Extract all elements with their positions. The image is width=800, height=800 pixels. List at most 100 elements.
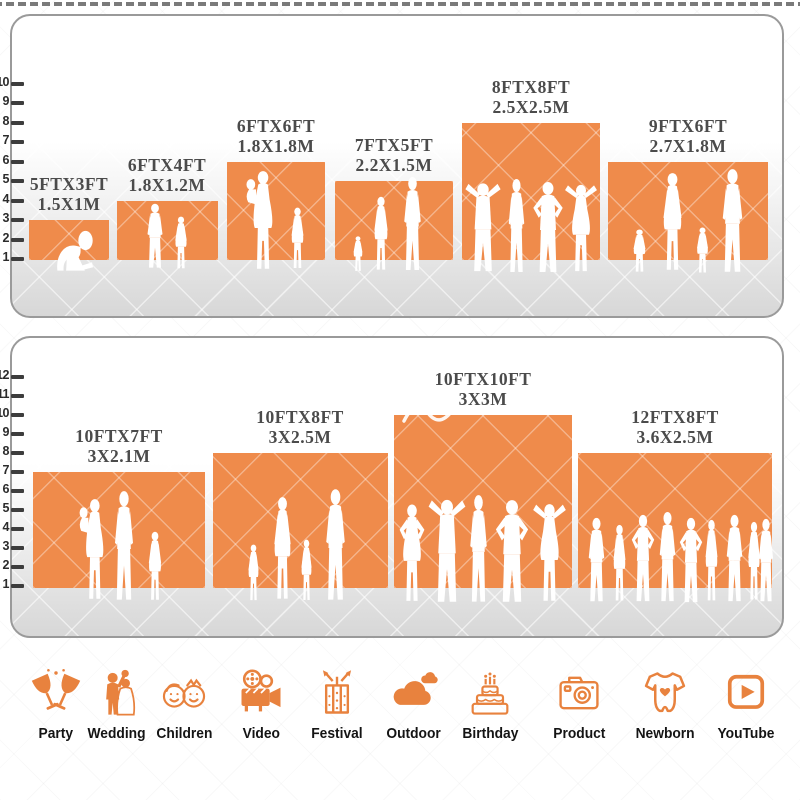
person-silhouette-man-posing xyxy=(461,181,505,273)
size-label-10x8: 10FTX8FT 3X2.5M xyxy=(256,407,344,447)
ruler-tick xyxy=(11,218,24,222)
ruler-tick xyxy=(11,140,24,144)
person-silhouette-toddler xyxy=(348,236,368,272)
backdrop-box-6x6 xyxy=(227,162,325,260)
ruler-tick xyxy=(11,257,24,261)
person-silhouette-girl xyxy=(242,544,265,602)
category-children: Children xyxy=(136,666,232,742)
ruler-number: 6 xyxy=(2,153,10,167)
ruler-tick xyxy=(11,101,24,105)
person-silhouette-woman xyxy=(366,196,396,272)
category-birthday: Birthday xyxy=(442,666,538,742)
person-silhouette-man xyxy=(713,168,752,274)
youtube-play-icon xyxy=(727,674,765,709)
ruler-number: 4 xyxy=(2,520,10,534)
ruler-tick xyxy=(11,432,24,436)
ruler-number: 12 xyxy=(0,368,9,382)
ruler-number: 5 xyxy=(2,172,10,186)
category-newborn: Newborn xyxy=(617,666,713,742)
category-label: Birthday xyxy=(462,725,518,742)
size-label-10x7: 10FTX7FT 3X2.1M xyxy=(75,426,163,466)
category-label: Video xyxy=(242,725,280,742)
ruler-tick xyxy=(11,82,24,86)
person-silhouette-girl xyxy=(141,531,169,602)
ruler-number: 2 xyxy=(2,558,10,572)
category-outdoor: Outdoor xyxy=(366,666,462,742)
birthday-cake-icon xyxy=(471,672,509,715)
ruler-number: 9 xyxy=(2,94,10,108)
ruler-tick xyxy=(11,508,24,512)
gift-box-icon xyxy=(322,670,352,714)
size-label-12x8: 12FTX8FT 3.6X2.5M xyxy=(631,407,719,447)
ruler-number: 1 xyxy=(2,250,10,264)
ruler-number: 10 xyxy=(0,75,9,89)
person-silhouette-girl xyxy=(690,227,715,274)
category-label: Party xyxy=(38,725,74,742)
ruler-tick xyxy=(11,121,24,125)
ruler-number: 3 xyxy=(2,539,10,553)
person-silhouette-girl xyxy=(168,216,194,270)
ruler-number: 3 xyxy=(2,211,10,225)
person-silhouette-man xyxy=(396,176,429,272)
party-glasses-icon xyxy=(31,668,81,710)
person-silhouette-woman-posing xyxy=(528,502,571,604)
ruler-tick xyxy=(11,238,24,242)
ruler-number: 8 xyxy=(2,114,10,128)
ruler-number: 10 xyxy=(0,406,9,420)
ruler-tick xyxy=(11,179,24,183)
top-dashed-border xyxy=(0,2,800,6)
category-label: Children xyxy=(156,725,212,742)
size-label-7x5: 7FTX5FT 2.2X1.5M xyxy=(354,135,434,175)
photo-camera-icon xyxy=(559,676,599,710)
person-silhouette-man xyxy=(317,488,354,602)
ruler-number: 1 xyxy=(2,577,10,591)
category-party: Party xyxy=(8,666,104,742)
ruler-tick xyxy=(11,489,24,493)
category-label: Newborn xyxy=(635,725,695,742)
category-label: Wedding xyxy=(87,725,146,742)
ruler-number: 5 xyxy=(2,501,10,515)
size-label-6x6: 6FTX6FT 1.8X1.8M xyxy=(236,116,316,156)
wedding-couple-icon xyxy=(106,669,136,716)
category-youtube: YouTube xyxy=(698,666,794,742)
size-label-10x10: 10FTX10FT 3X3M xyxy=(434,369,532,409)
ruler-tick xyxy=(11,546,24,550)
category-wedding: Wedding xyxy=(69,666,165,742)
video-camera-icon xyxy=(241,669,281,712)
baby-onesie-icon xyxy=(644,672,686,713)
person-silhouette-woman xyxy=(652,172,693,273)
ruler-number: 2 xyxy=(2,231,10,245)
ruler-number: 4 xyxy=(2,192,10,206)
person-silhouette-boy xyxy=(140,203,170,269)
ruler-tick xyxy=(11,470,24,474)
category-product: Product xyxy=(531,666,627,742)
category-video: Video xyxy=(213,666,309,742)
ruler-tick xyxy=(11,375,24,379)
ruler-tick xyxy=(11,394,24,398)
backdrop-box-10x8 xyxy=(213,453,388,588)
person-silhouette-baby xyxy=(48,228,98,274)
ruler-number: 9 xyxy=(2,425,10,439)
person-silhouette-man xyxy=(752,518,780,603)
ruler-number: 11 xyxy=(0,387,10,401)
children-faces-icon xyxy=(162,678,206,708)
category-label: Festival xyxy=(311,725,363,742)
category-festival: Festival xyxy=(289,666,385,742)
ruler-number: 8 xyxy=(2,444,10,458)
ruler-tick xyxy=(11,565,24,569)
ruler-number: 6 xyxy=(2,482,10,496)
category-label: YouTube xyxy=(717,725,775,742)
size-label-6x4: 6FTX4FT 1.8X1.2M xyxy=(127,155,207,195)
person-silhouette-man xyxy=(106,490,142,602)
category-label: Outdoor xyxy=(386,725,442,742)
backdrop-box-6x4 xyxy=(117,201,218,260)
person-silhouette-mother-child xyxy=(236,170,284,272)
person-silhouette-girl xyxy=(284,207,311,270)
size-label-5x3: 5FTX3FT 1.5X1M xyxy=(29,174,109,214)
ruler-tick xyxy=(11,413,24,417)
ruler-tick xyxy=(11,527,24,531)
cloud-icon xyxy=(393,672,438,705)
ruler-number: 7 xyxy=(2,133,10,147)
ruler-tick xyxy=(11,160,24,164)
